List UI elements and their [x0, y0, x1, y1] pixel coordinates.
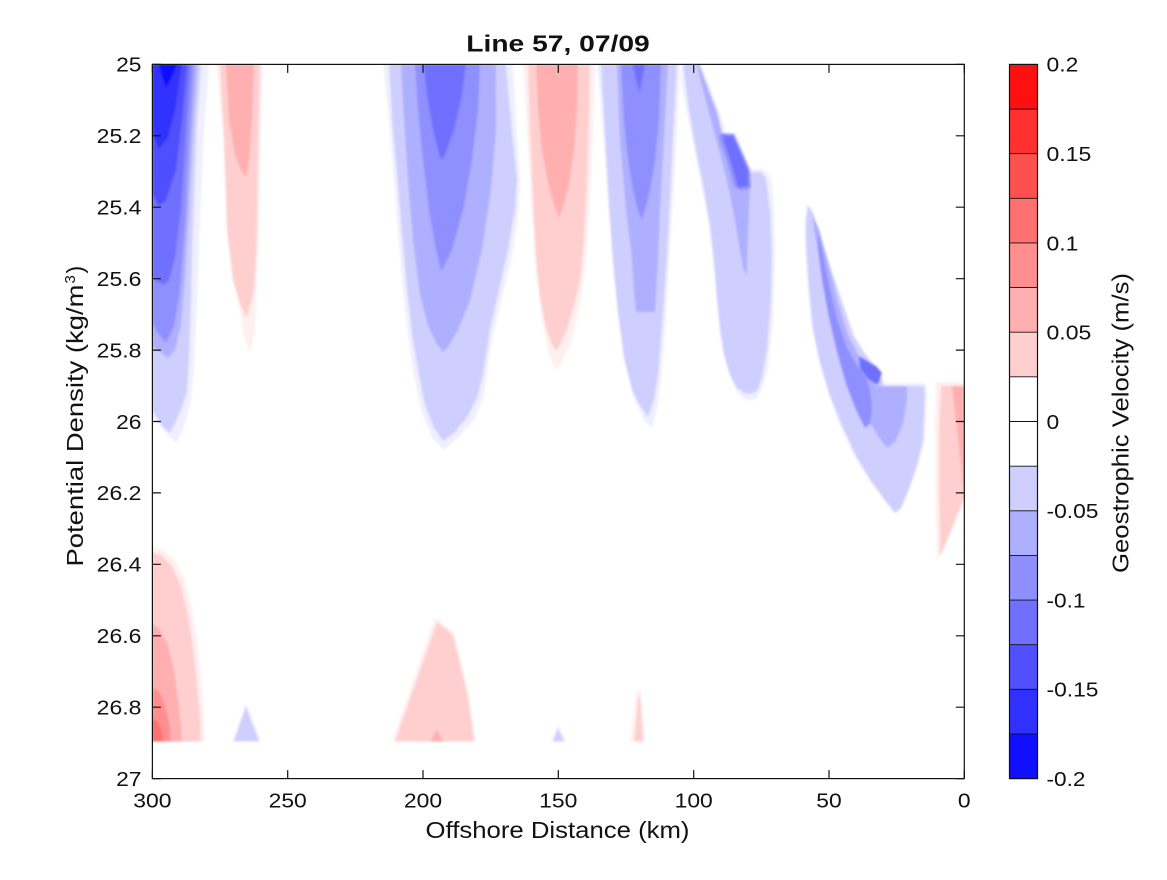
svg-text:0: 0 [958, 791, 971, 813]
svg-text:): ) [62, 266, 88, 274]
svg-text:26: 26 [116, 412, 141, 434]
svg-text:200: 200 [404, 791, 442, 813]
svg-text:0.2: 0.2 [1047, 55, 1079, 77]
svg-text:27: 27 [116, 769, 141, 791]
svg-text:Offshore Distance (km): Offshore Distance (km) [426, 817, 690, 843]
svg-text:150: 150 [539, 791, 577, 813]
svg-text:Potential Density (kg/m: Potential Density (kg/m [62, 285, 88, 567]
svg-text:0: 0 [1047, 412, 1060, 434]
svg-text:Geostrophic Velocity (m/s): Geostrophic Velocity (m/s) [1108, 273, 1134, 573]
svg-text:100: 100 [675, 791, 713, 813]
svg-text:-0.15: -0.15 [1047, 680, 1099, 702]
svg-text:25.8: 25.8 [97, 340, 142, 362]
svg-text:3: 3 [62, 275, 79, 283]
svg-text:-0.1: -0.1 [1047, 590, 1086, 612]
svg-text:0.15: 0.15 [1047, 144, 1092, 166]
svg-text:0.05: 0.05 [1047, 323, 1092, 345]
svg-text:-0.2: -0.2 [1047, 769, 1086, 791]
svg-text:26.4: 26.4 [97, 555, 142, 577]
svg-text:-0.05: -0.05 [1047, 501, 1099, 523]
svg-text:250: 250 [269, 791, 307, 813]
svg-text:50: 50 [816, 791, 841, 813]
svg-text:25.6: 25.6 [97, 269, 142, 291]
svg-text:26.2: 26.2 [97, 483, 142, 505]
svg-text:Line 57, 07/09: Line 57, 07/09 [466, 31, 650, 57]
svg-text:25: 25 [116, 55, 141, 77]
svg-text:300: 300 [133, 791, 171, 813]
svg-text:26.8: 26.8 [97, 698, 142, 720]
svg-text:0.1: 0.1 [1047, 233, 1079, 255]
svg-text:26.6: 26.6 [97, 626, 142, 648]
svg-text:25.4: 25.4 [97, 198, 142, 220]
svg-text:25.2: 25.2 [97, 126, 142, 148]
